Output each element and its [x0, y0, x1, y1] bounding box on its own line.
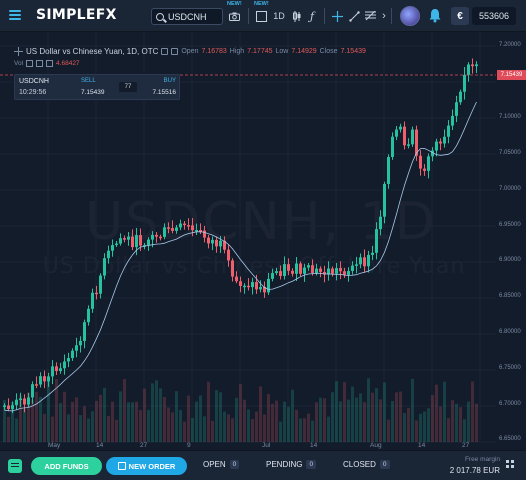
tab-open-count: 0: [229, 460, 240, 469]
price-axis-tick: 7.00000: [499, 186, 521, 192]
symbol-search-value: USDCNH: [168, 11, 207, 22]
brand-logo: SIMPLEFX: [36, 7, 117, 23]
chart-type-icon[interactable]: [291, 8, 303, 24]
timeframe-button[interactable]: 1D: [273, 11, 285, 21]
sell-label: SELL: [81, 78, 96, 84]
price-axis-tick: 6.85000: [499, 293, 521, 299]
bottom-bar: ADD FUNDS NEW ORDER OPEN 0 PENDING 0 CLO…: [0, 450, 526, 480]
quote-time: 10:29:56: [19, 89, 47, 96]
price-axis-tick: 7.20000: [499, 42, 521, 48]
tab-closed-label: CLOSED: [343, 460, 376, 469]
chevron-right-icon[interactable]: ›: [382, 10, 386, 22]
ohlc-label: High: [229, 48, 245, 55]
buy-price: 7.15516: [152, 89, 177, 96]
time-axis-tick: 27: [462, 442, 470, 449]
time-axis-tick: Aug: [370, 442, 382, 449]
symbol-search[interactable]: USDCNH: [151, 8, 223, 25]
quote-panel: USDCNH 10:29:56 SELL 7.15439 77 BUY 7.15…: [14, 74, 180, 100]
settings-icon[interactable]: [36, 60, 44, 67]
crosshair-icon[interactable]: [331, 8, 343, 24]
tab-closed[interactable]: CLOSED 0: [343, 460, 390, 469]
time-axis-tick: 14: [96, 442, 104, 449]
new-order-label: NEW ORDER: [128, 461, 176, 471]
sell-price: 7.15439: [81, 89, 105, 96]
ohlc-label: Low: [275, 48, 289, 55]
top-bar: SIMPLEFX USDCNH NEW! NEW! 1D ƒ › € 55360…: [0, 0, 526, 32]
volume-legend: Vol 4.68427: [14, 60, 80, 67]
tab-open-label: OPEN: [203, 460, 226, 469]
free-margin-label: Free margin: [464, 456, 500, 463]
chart-title: US Dollar vs Chinese Yuan, 1D, OTC: [26, 47, 159, 56]
close-icon[interactable]: [46, 60, 54, 67]
time-axis-tick: 9: [187, 442, 191, 449]
menu-icon[interactable]: [9, 10, 21, 20]
time-axis-tick: Jul: [262, 442, 271, 449]
volume-label: Vol: [14, 60, 24, 67]
visibility-icon[interactable]: [26, 60, 34, 67]
add-funds-button[interactable]: ADD FUNDS: [31, 457, 102, 475]
new-order-button[interactable]: NEW ORDER: [106, 457, 187, 475]
ohlc-label: Close: [319, 48, 338, 55]
volume-value: 4.68427: [56, 60, 80, 67]
time-axis-tick: May: [48, 442, 61, 449]
sell-button[interactable]: SELL 7.15439: [77, 75, 113, 99]
chart-area[interactable]: USDCNH, 1D US Dollar vs Chinese Offshore…: [0, 32, 526, 450]
new-order-icon: [117, 462, 126, 470]
drag-icon[interactable]: [14, 47, 23, 56]
toolbar-divider: [391, 8, 392, 24]
account-balance[interactable]: 553606: [472, 7, 516, 25]
trendline-icon[interactable]: [348, 8, 360, 24]
ohlc-value: 7.15439: [340, 48, 366, 55]
search-icon: [156, 12, 164, 21]
time-axis-tick: 14: [418, 442, 426, 449]
quote-symbol: USDCNH: [19, 78, 49, 85]
tab-open[interactable]: OPEN 0: [203, 460, 240, 469]
free-margin-value: 2 017.78 EUR: [449, 466, 500, 475]
ohlc-value: 7.17745: [247, 48, 273, 55]
tab-pending[interactable]: PENDING 0: [266, 460, 317, 469]
grid-menu-icon[interactable]: [506, 460, 518, 472]
currency-button[interactable]: €: [451, 7, 469, 25]
price-axis-tick: 6.80000: [499, 329, 521, 335]
bell-icon[interactable]: [428, 8, 442, 23]
price-axis-tick: 6.95000: [499, 222, 521, 228]
buy-label: BUY: [163, 78, 176, 84]
price-axis-tick: 6.65000: [499, 436, 521, 442]
indicators-icon[interactable]: ƒ: [309, 9, 315, 23]
ohlc-value: 7.14929: [291, 48, 317, 55]
chart-legend: US Dollar vs Chinese Yuan, 1D, OTC Open …: [14, 47, 366, 56]
price-axis-tick: 6.75000: [499, 365, 521, 371]
layout-icon[interactable]: [255, 8, 267, 24]
price-axis-tick: 6.90000: [499, 257, 521, 263]
visibility-icon[interactable]: [161, 48, 169, 55]
toolbar-divider: [324, 8, 325, 24]
ohlc-label: Open: [181, 48, 199, 55]
avatar[interactable]: [400, 6, 420, 26]
tab-pending-count: 0: [306, 460, 317, 469]
price-chart[interactable]: [0, 32, 526, 450]
settings-icon[interactable]: [171, 48, 179, 55]
camera-icon[interactable]: [228, 8, 240, 24]
price-axis-tick: 6.70000: [499, 401, 521, 407]
price-axis-tick: 7.10000: [499, 114, 521, 120]
buy-button[interactable]: BUY 7.15516: [141, 75, 179, 99]
time-axis-tick: 14: [310, 442, 318, 449]
time-axis-tick: 27: [140, 442, 148, 449]
last-price-tag: 7.15439: [497, 70, 526, 80]
ohlc-value: 7.16783: [201, 48, 227, 55]
chat-icon[interactable]: [8, 459, 22, 473]
tab-closed-count: 0: [379, 460, 390, 469]
new-badge: NEW!: [254, 1, 269, 7]
spread-value: 77: [119, 82, 137, 92]
tab-pending-label: PENDING: [266, 460, 303, 469]
toolbar-divider: [248, 8, 249, 24]
fib-levels-icon[interactable]: [364, 8, 376, 24]
new-badge: NEW!: [227, 1, 242, 7]
price-axis-tick: 7.05000: [499, 150, 521, 156]
